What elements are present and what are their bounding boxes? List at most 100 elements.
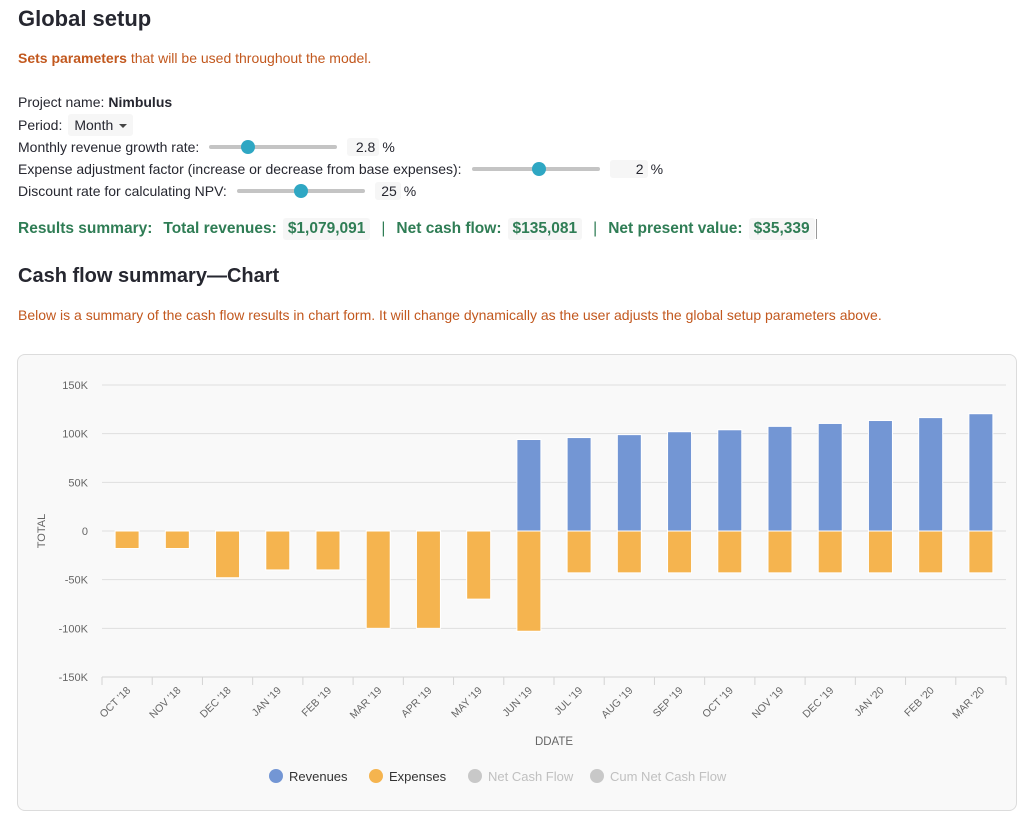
y-tick-label: 50K <box>68 477 88 489</box>
expense-adjustment-row: Expense adjustment factor (increase or d… <box>18 158 663 180</box>
x-tick-label: NOV '19 <box>750 685 786 721</box>
chart-section-description: Below is a summary of the cash flow resu… <box>18 307 882 323</box>
bar-expenses <box>516 530 542 632</box>
expense-adjustment-slider[interactable] <box>471 162 600 176</box>
x-axis-label: DDATE <box>535 736 573 748</box>
discount-rate-input[interactable]: 25 <box>374 182 401 200</box>
chart-section-title: Cash flow summary—Chart <box>18 265 280 287</box>
separator: | <box>593 220 598 237</box>
x-tick-label: FEB '19 <box>299 685 334 720</box>
y-tick-label: -150K <box>59 672 89 684</box>
revenue-growth-row: Monthly revenue growth rate: 2.8 % <box>18 136 395 158</box>
bar-expenses <box>968 530 994 574</box>
x-tick-label: AUG '19 <box>599 685 635 721</box>
legend-item-cum-net-cash-flow[interactable]: Cum Net Cash Flow <box>610 769 727 784</box>
y-tick-label: 150K <box>62 380 88 392</box>
bar-expenses <box>114 530 140 550</box>
discount-rate-row: Discount rate for calculating NPV: 25 % <box>18 180 416 202</box>
project-name-label: Project name: <box>18 94 105 110</box>
net-cash-flow-label: Net cash flow: <box>396 220 502 237</box>
x-tick-label: FEB '20 <box>902 685 937 720</box>
slider-track <box>209 145 338 149</box>
discount-rate-slider[interactable] <box>236 184 365 198</box>
expense-adjustment-input[interactable]: 2 <box>609 160 648 178</box>
page-subtitle: Sets parameters that will be used throug… <box>18 50 371 66</box>
bar-expenses <box>215 530 241 579</box>
y-axis-ticks: 150K 100K 50K 0 -50K -100K -150K <box>59 380 89 684</box>
revenue-growth-label: Monthly revenue growth rate: <box>18 139 200 155</box>
bar-expenses <box>566 530 592 574</box>
x-tick-label: JUL '19 <box>552 685 585 718</box>
percent-sign: % <box>403 183 417 199</box>
cash-flow-chart: 150K 100K 50K 0 -50K -100K -150K OCT '18 NOV '1… <box>36 380 1007 784</box>
page-title: Global setup <box>18 6 152 31</box>
bar-expenses <box>616 530 642 574</box>
legend-item-revenues[interactable]: Revenues <box>289 769 348 784</box>
results-summary: Results summary: Total revenues: $1,079,… <box>18 218 817 240</box>
expense-adjustment-label: Expense adjustment factor (increase or d… <box>18 161 462 177</box>
legend-item-net-cash-flow[interactable]: Net Cash Flow <box>488 769 574 784</box>
chart-container: 150K 100K 50K 0 -50K -100K -150K OCT '18 NOV '1… <box>17 354 1017 811</box>
bar-expenses <box>867 530 893 574</box>
x-tick-label: JAN '19 <box>250 685 284 719</box>
y-tick-label: -50K <box>65 575 89 587</box>
net-cash-flow-value: $135,081 <box>507 218 583 240</box>
bar-revenues <box>918 417 944 532</box>
subtitle-text: that will be used throughout the model. <box>126 50 372 66</box>
percent-sign: % <box>382 139 395 155</box>
x-tick-label: MAR '20 <box>950 685 987 722</box>
bar-expenses <box>164 530 190 550</box>
slider-thumb[interactable] <box>293 184 308 198</box>
bar-expenses <box>667 530 693 574</box>
subtitle-bold: Sets parameters <box>18 50 127 66</box>
legend-marker-cum-net-cash-flow <box>590 769 604 783</box>
x-axis: OCT '18 NOV '18 DEC '18 JAN '19 FEB '19 MAR '… <box>97 676 1007 722</box>
project-name-row: Project name: Nimbulus <box>18 91 172 113</box>
bar-revenues <box>667 431 693 532</box>
percent-sign: % <box>650 161 664 177</box>
revenue-growth-slider[interactable] <box>209 140 338 154</box>
x-tick-label: OCT '19 <box>700 685 736 721</box>
y-tick-label: 100K <box>62 429 88 441</box>
bar-revenues <box>516 439 542 532</box>
bar-expenses <box>265 530 291 571</box>
bar-expenses <box>767 530 793 574</box>
x-tick-label: JUN '19 <box>500 685 535 720</box>
legend: Revenues Expenses Net Cash Flow Cum Net Cas… <box>269 769 727 784</box>
y-tick-label: -100K <box>59 623 89 635</box>
period-row: Period: Month <box>18 114 134 136</box>
bars <box>114 413 994 632</box>
bar-expenses <box>466 530 492 600</box>
period-select[interactable]: Month <box>68 114 134 136</box>
bar-expenses <box>817 530 843 574</box>
text-cursor <box>815 219 817 239</box>
bar-revenues <box>767 425 793 532</box>
x-tick-label: OCT '18 <box>97 685 133 721</box>
results-label: Results summary: <box>18 220 153 237</box>
legend-marker-expenses <box>369 769 383 783</box>
caret-down-icon <box>119 124 128 128</box>
legend-marker-net-cash-flow <box>468 769 482 783</box>
bar-expenses <box>415 530 441 629</box>
separator: | <box>381 220 386 237</box>
total-revenues-value: $1,079,091 <box>282 218 371 240</box>
period-label: Period: <box>18 117 63 133</box>
bar-expenses <box>918 530 944 574</box>
bar-revenues <box>616 434 642 532</box>
x-tick-label: SEP '19 <box>651 685 686 720</box>
total-revenues-label: Total revenues: <box>163 220 277 237</box>
y-axis-label: TOTAL <box>36 514 48 548</box>
slider-thumb[interactable] <box>240 140 255 154</box>
bar-revenues <box>717 429 743 532</box>
revenue-growth-input[interactable]: 2.8 <box>347 138 380 156</box>
npv-label: Net present value: <box>608 220 743 237</box>
x-tick-label: JAN '20 <box>852 685 886 719</box>
y-tick-label: 0 <box>82 526 88 538</box>
slider-thumb[interactable] <box>532 162 547 176</box>
legend-item-expenses[interactable]: Expenses <box>389 769 447 784</box>
x-tick-label: APR '19 <box>399 685 435 721</box>
bar-expenses <box>365 530 391 629</box>
x-tick-label: MAR '19 <box>348 685 385 722</box>
bar-revenues <box>867 420 893 532</box>
project-name-value: Nimbulus <box>108 94 173 110</box>
